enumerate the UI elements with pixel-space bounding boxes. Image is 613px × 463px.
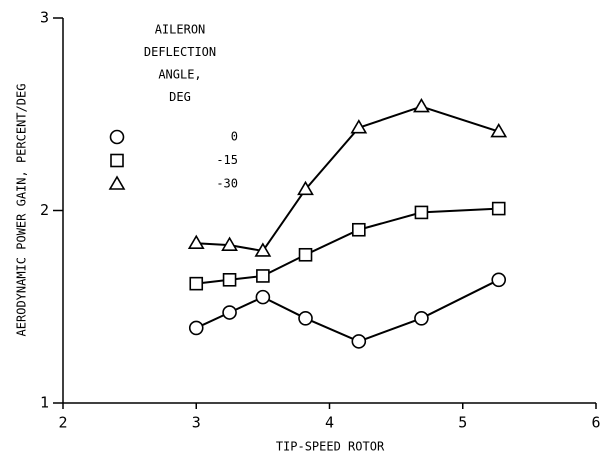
marker [189,276,204,291]
x-tick-label: 4 [325,414,334,432]
legend-label: 0 [231,130,238,144]
legend-title: AILERON [155,23,206,37]
marker [491,272,507,288]
y-axis-label: AERODYNAMIC POWER GAIN, PERCENT/DEG [15,84,29,337]
series-line [195,278,500,343]
marker [413,97,430,113]
x-tick-label: 2 [58,414,67,432]
marker [254,242,272,257]
x-tick-label: 5 [458,414,467,432]
x-tick-label: 3 [192,414,201,432]
marker [351,334,367,349]
y-tick-label: 3 [40,9,49,27]
marker [491,201,506,216]
legend-label: -30 [216,177,238,191]
marker [221,236,238,251]
marker [352,222,366,237]
marker [490,122,508,138]
legend-title: DEG [169,90,191,104]
marker [110,153,124,168]
legend-title: ANGLE, [158,68,201,82]
marker [222,272,237,287]
marker [188,320,204,336]
marker [414,205,429,220]
marker [298,310,313,326]
marker [350,119,368,134]
marker [255,289,271,305]
x-tick-label: 6 [591,414,600,432]
series-line [196,105,500,253]
marker [109,129,125,145]
marker [298,247,313,262]
marker [297,180,314,196]
series-line [196,207,499,285]
x-axis-label: TIP-SPEED ROTOR [276,440,385,454]
y-tick-label: 2 [40,201,49,219]
marker [256,269,270,283]
y-tick-label: 1 [40,394,49,412]
marker [108,175,126,190]
marker [187,234,205,250]
marker [222,305,237,320]
marker [414,310,429,326]
legend-label: -15 [216,153,238,167]
legend-title: DEFLECTION [144,45,216,59]
